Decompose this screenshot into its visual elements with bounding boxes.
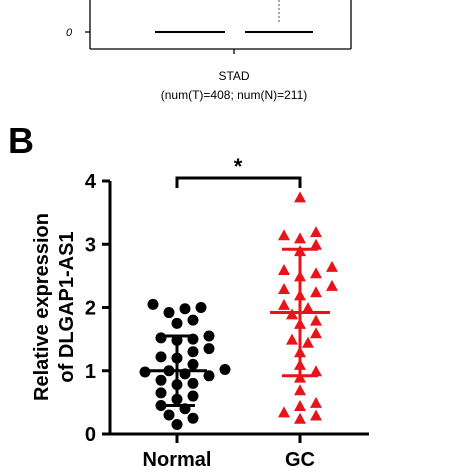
panel-label: B — [8, 120, 34, 161]
data-point-gc — [310, 314, 322, 326]
data-point-gc — [302, 336, 314, 348]
data-point-normal — [187, 358, 199, 370]
panel-a-category-sublabel: (num(T)=408; num(N)=211) — [161, 88, 308, 102]
data-point-gc — [310, 238, 322, 250]
data-point-normal — [155, 374, 167, 386]
panel-a-category-label: STAD — [218, 69, 249, 83]
data-point-gc — [310, 226, 322, 238]
data-point-normal — [187, 412, 199, 424]
data-point-gc — [294, 412, 306, 424]
data-point-gc — [310, 409, 322, 421]
data-point-gc — [310, 286, 322, 298]
data-point-normal — [171, 317, 183, 329]
y-tick-label: 1 — [85, 361, 96, 383]
data-point-gc — [310, 396, 322, 408]
data-point-normal — [203, 370, 215, 382]
data-point-gc — [310, 365, 322, 377]
significance-star: * — [234, 154, 243, 179]
data-point-normal — [187, 346, 199, 358]
data-point-gc — [278, 298, 290, 310]
y-ticks: 0 1 2 3 4 — [85, 171, 110, 446]
data-point-gc — [310, 327, 322, 339]
y-tick-label: 2 — [85, 298, 96, 320]
data-point-normal — [171, 419, 183, 431]
data-point-gc — [278, 229, 290, 241]
significance-bracket-line — [175, 176, 302, 188]
y-tick-label: 0 — [85, 424, 96, 446]
y-tick-label: 3 — [85, 234, 96, 256]
panel-a: 0 STAD (num(T)=408; num(N)=211) — [66, 0, 352, 102]
y-axis-title-line1: Relative expression — [31, 213, 53, 401]
x-ticks: Normal GC — [143, 434, 315, 471]
significance-bracket: * — [175, 154, 302, 188]
data-point-gc — [294, 232, 306, 244]
data-point-gc — [326, 260, 338, 272]
data-point-gc — [310, 267, 322, 279]
data-point-normal — [203, 330, 215, 342]
y-axis-title-line2: of DLGAP1-AS1 — [56, 231, 78, 382]
data-point-normal — [163, 307, 175, 319]
data-point-normal — [187, 314, 199, 326]
data-point-gc — [294, 400, 306, 412]
data-point-normal — [219, 363, 231, 375]
data-point-normal — [163, 409, 175, 421]
x-tick-label: GC — [285, 449, 315, 471]
panel-a-y-tick-label: 0 — [66, 27, 73, 39]
y-tick-label: 4 — [85, 171, 97, 193]
data-point-normal — [155, 387, 167, 399]
data-point-gc — [286, 333, 298, 345]
data-point-normal — [179, 303, 191, 315]
y-axis-title: Relative expression of DLGAP1-AS1 — [31, 213, 78, 401]
x-tick-label: Normal — [143, 449, 212, 471]
data-point-normal — [147, 298, 159, 310]
panel-b: B Relative expression of DLGAP1-AS1 0 1 2 3… — [8, 120, 369, 471]
data-point-normal — [155, 332, 167, 344]
data-points — [139, 191, 338, 431]
data-point-gc — [294, 384, 306, 396]
data-point-normal — [187, 377, 199, 389]
summary-bars — [147, 247, 330, 408]
data-point-gc — [278, 283, 290, 295]
data-point-normal — [187, 390, 199, 402]
data-point-gc — [278, 406, 290, 418]
data-point-gc — [326, 279, 338, 291]
data-point-normal — [155, 351, 167, 363]
data-point-normal — [203, 343, 215, 355]
data-point-gc — [302, 302, 314, 313]
data-point-gc — [294, 191, 306, 203]
data-point-normal — [195, 302, 207, 313]
data-point-gc — [278, 264, 290, 276]
